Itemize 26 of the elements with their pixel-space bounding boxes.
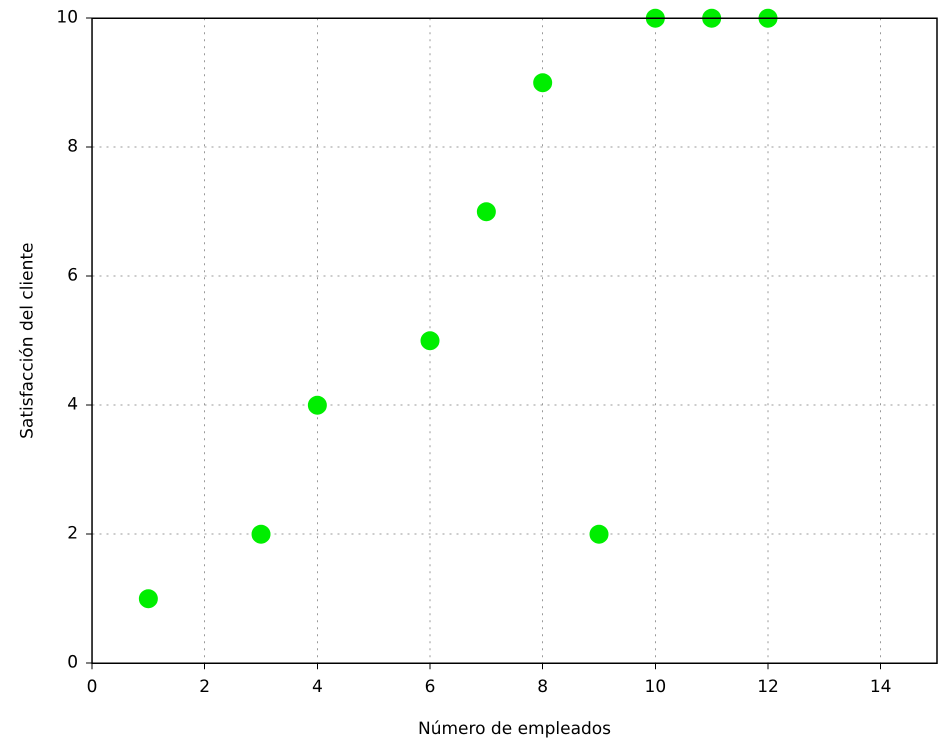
- point: [420, 331, 440, 350]
- x-tick-label: 0: [86, 676, 98, 697]
- y-tick-label: 6: [67, 266, 78, 286]
- y-tick-label: 10: [56, 8, 78, 28]
- point: [758, 8, 778, 28]
- y-tick-label: 4: [67, 394, 78, 415]
- point: [702, 8, 722, 28]
- y-axis-title: Satisfacción del cliente: [18, 242, 38, 439]
- x-tick-label: 8: [537, 676, 548, 697]
- point: [476, 202, 496, 222]
- y-tick-label: 0: [67, 652, 78, 673]
- y-tick-label: 8: [67, 136, 78, 157]
- x-axis-title: Número de empleados: [418, 719, 612, 740]
- point: [308, 396, 327, 415]
- point: [590, 524, 609, 544]
- y-tick-label: 2: [67, 524, 78, 544]
- x-tick-label: 12: [757, 676, 779, 697]
- x-tick-label: 10: [644, 676, 666, 697]
- x-tick-label: 14: [870, 676, 892, 697]
- point: [252, 524, 271, 544]
- point: [138, 589, 158, 608]
- point: [646, 8, 665, 28]
- point: [533, 73, 552, 92]
- x-tick-label: 2: [199, 676, 210, 697]
- x-tick-label: 4: [312, 676, 323, 697]
- x-tick-label: 6: [424, 676, 436, 697]
